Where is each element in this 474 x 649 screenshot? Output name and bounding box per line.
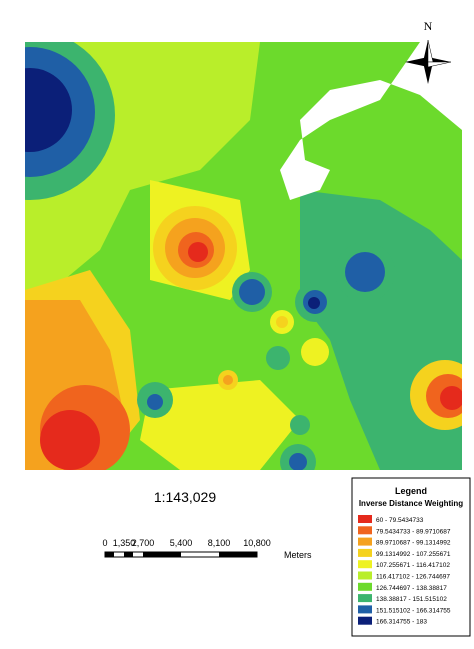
legend-label: 166.314755 - 183 <box>376 619 427 626</box>
legend-swatch <box>358 605 372 614</box>
scale-bar-segment <box>105 552 114 557</box>
scale-tick-label: 2,700 <box>132 538 155 548</box>
legend-label: 107.255671 - 116.417102 <box>376 562 450 569</box>
legend-swatch <box>358 537 372 546</box>
scale-tick-label: 10,800 <box>243 538 271 548</box>
legend-swatch <box>358 616 372 625</box>
legend-label: 99.1314992 - 107.255671 <box>376 551 451 558</box>
legend-swatch <box>358 526 372 535</box>
legend-swatch <box>358 594 372 603</box>
legend-swatch <box>358 548 372 557</box>
north-label: N <box>424 19 433 33</box>
legend-label: 116.417102 - 126.744697 <box>376 574 450 581</box>
legend-label: 79.5434733 - 89.9710687 <box>376 528 451 535</box>
legend-label: 89.9710687 - 99.1314992 <box>376 540 451 547</box>
legend-box <box>351 477 471 637</box>
scale-bar-segment <box>219 552 257 557</box>
idw-surface <box>25 42 462 470</box>
scale-tick-label: 0 <box>102 538 107 548</box>
legend-swatch <box>358 515 372 523</box>
legend-subtitle: Inverse Distance Weighting <box>359 499 463 508</box>
scale-tick-label: 1,350 <box>113 538 136 548</box>
scale-tick-label: 5,400 <box>170 538 193 548</box>
scale-bar-segment <box>124 552 133 557</box>
legend-label: 138.38817 - 151.515102 <box>376 596 447 603</box>
legend-swatch <box>358 560 372 569</box>
legend-label: 60 - 79.5434733 <box>376 517 424 524</box>
north-arrow: N <box>405 19 452 84</box>
scale-tick-label: 8,100 <box>208 538 231 548</box>
legend-swatch <box>358 582 372 591</box>
scale-ratio: 1:143,029 <box>154 489 216 505</box>
legend-swatch <box>358 571 372 580</box>
legend-label: 126.744697 - 138.38817 <box>376 585 447 592</box>
legend-title: Legend <box>395 486 427 496</box>
scale-bar-segment <box>143 552 181 557</box>
legend-label: 151.515102 - 166.314755 <box>376 607 451 614</box>
scale-unit: Meters <box>284 550 312 560</box>
legend-items: 60 - 79.5434733 79.5434733 - 89.9710687 89… <box>358 515 451 626</box>
